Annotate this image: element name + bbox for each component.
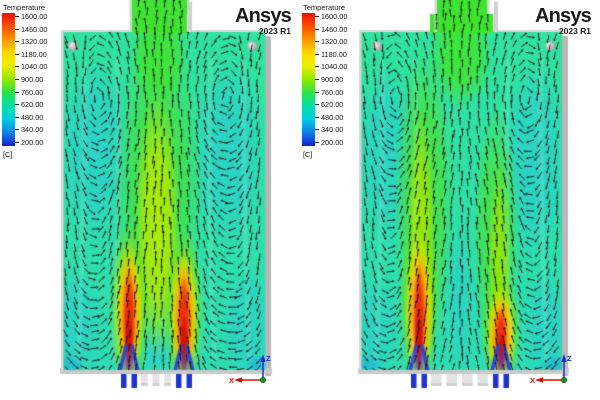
cfd-field-canvas[interactable] xyxy=(0,0,300,400)
legend-tick: 1460.00 xyxy=(315,25,347,34)
legend-tick: 200.00 xyxy=(15,138,47,147)
legend-tick: 1040.00 xyxy=(315,62,347,71)
temperature-legend: Temperature 1600.00 1460.00 1320.00 1180… xyxy=(302,3,347,159)
x-axis-label: X xyxy=(530,376,535,385)
z-axis-arrowhead xyxy=(561,354,567,362)
legend-tick: 900.00 xyxy=(15,75,47,84)
temperature-colorbar xyxy=(2,13,15,146)
legend-tick: 1460.00 xyxy=(15,25,47,34)
legend-tick: 340.00 xyxy=(15,125,47,134)
ansys-logo-text: Ansys xyxy=(534,5,592,27)
triad-origin-dot xyxy=(259,376,266,383)
axis-triad: X Z xyxy=(229,352,275,388)
legend-tick: 1600.00 xyxy=(315,12,347,21)
legend-unit: [C] xyxy=(303,150,313,159)
legend-scale: 1600.00 1460.00 1320.00 1180.00 1040.00 … xyxy=(315,12,347,147)
legend-tick: 1180.00 xyxy=(315,50,347,59)
legend-tick: 480.00 xyxy=(15,113,47,122)
legend-tick: 1320.00 xyxy=(15,37,47,46)
legend-tick: 1600.00 xyxy=(15,12,47,21)
legend-tick: 1180.00 xyxy=(15,50,47,59)
legend-unit: [C] xyxy=(3,150,13,159)
legend-scale: 1600.00 1460.00 1320.00 1180.00 1040.00 … xyxy=(15,12,47,147)
x-axis-arrowhead xyxy=(234,377,242,383)
ansys-logo: Ansys 2023 R1 xyxy=(534,5,592,36)
viewport-case-2: Temperature 1600.00 1460.00 1320.00 1180… xyxy=(300,0,600,400)
temperature-colorbar xyxy=(302,13,315,146)
ansys-version: 2023 R1 xyxy=(558,26,591,36)
ansys-version: 2023 R1 xyxy=(258,26,291,36)
viewport-case-1: Temperature 1600.00 1460.00 1320.00 1180… xyxy=(0,0,300,400)
x-axis-label: X xyxy=(229,376,234,385)
ansys-logo: Ansys 2023 R1 xyxy=(234,5,292,36)
legend-title: Temperature xyxy=(303,3,346,12)
legend-title: Temperature xyxy=(3,3,46,12)
x-axis-arrowhead xyxy=(535,377,543,383)
cfd-field-canvas[interactable] xyxy=(300,0,600,400)
axis-triad: X Z xyxy=(530,352,576,388)
legend-tick: 620.00 xyxy=(315,100,347,109)
z-axis-label: Z xyxy=(567,354,572,363)
legend-tick: 1320.00 xyxy=(315,37,347,46)
triad-origin-dot xyxy=(560,376,567,383)
temperature-legend: Temperature 1600.00 1460.00 1320.00 1180… xyxy=(2,3,47,159)
legend-tick: 480.00 xyxy=(315,113,347,122)
legend-tick: 900.00 xyxy=(315,75,347,84)
z-axis-label: Z xyxy=(266,354,271,363)
legend-tick: 760.00 xyxy=(15,88,47,97)
ansys-logo-text: Ansys xyxy=(234,5,292,27)
legend-tick: 340.00 xyxy=(315,125,347,134)
z-axis-arrowhead xyxy=(260,354,266,362)
legend-tick: 1040.00 xyxy=(15,62,47,71)
legend-tick: 760.00 xyxy=(315,88,347,97)
legend-tick: 620.00 xyxy=(15,100,47,109)
legend-tick: 200.00 xyxy=(315,138,347,147)
